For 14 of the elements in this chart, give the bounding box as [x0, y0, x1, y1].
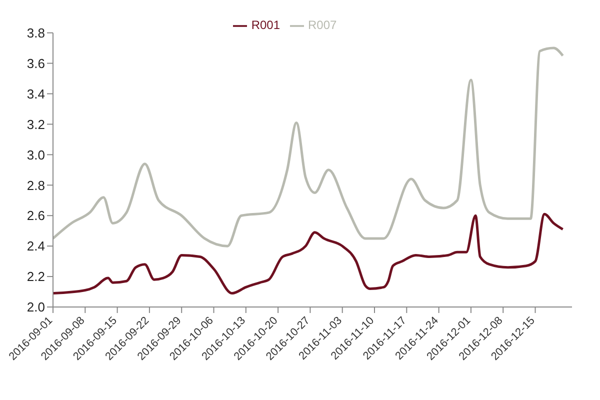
y-tick-label: 3.2 [26, 116, 45, 132]
legend-label: R001 [251, 18, 280, 32]
line-series [53, 212, 564, 295]
y-tick-label: 2.2 [26, 269, 45, 284]
y-tick-label: 2.8 [26, 178, 45, 193]
y-tick-label: 2.0 [26, 300, 45, 315]
y-tick-label: 3.8 [26, 25, 45, 40]
y-tick-label: 3.4 [26, 86, 45, 102]
y-tick-label: 3.0 [26, 147, 45, 162]
y-tick-label: 2.4 [26, 238, 45, 254]
y-tick-label: 3.6 [26, 56, 45, 71]
legend-label: R007 [308, 18, 337, 32]
y-tick-label: 2.6 [26, 208, 45, 224]
line-series [53, 46, 564, 248]
